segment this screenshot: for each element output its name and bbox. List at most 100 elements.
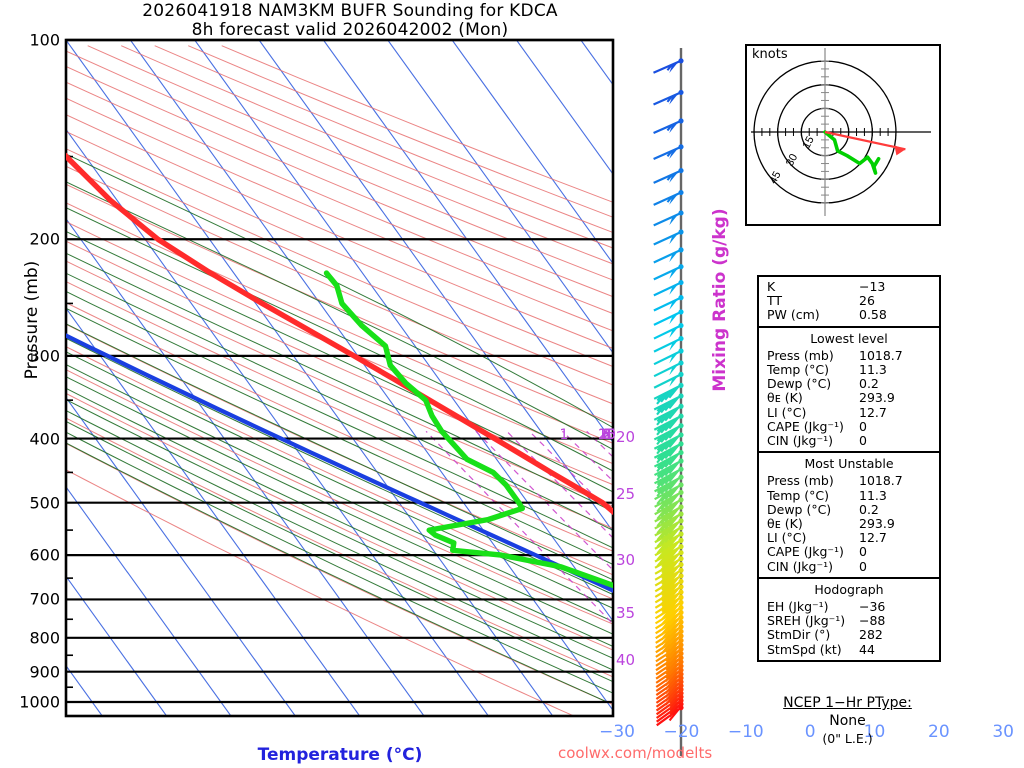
mixing-ratio-top-label: 15 [598,427,616,443]
temperature-tick-label: −30 [599,722,636,742]
isotherm-line [516,40,613,176]
dry-adiabat-line [66,131,613,368]
pressure-tick-label: 800 [29,628,60,648]
wind-barb [654,544,684,567]
skewt-background-grid [66,40,613,716]
temperature-tick-label: −10 [727,722,764,742]
mixing-ratio-top-label: 1 [559,427,569,443]
index-key: Temp (°C) [767,362,830,378]
index-key: Press (mb) [767,473,834,489]
wind-barb [656,701,684,723]
index-key: PW (cm) [767,307,820,323]
moist-adiabat-line [66,410,613,671]
index-key: Dewp (°C) [767,376,832,392]
wind-barb [653,360,684,378]
isotherm-line [322,40,613,444]
pressure-tick-label: 100 [29,30,60,50]
temperature-tick-label: −20 [663,722,700,742]
index-key: CAPE (Jkg⁻¹) [767,418,844,434]
index-key: SREH (Jkg⁻¹) [767,613,846,629]
pressure-tick-label: 500 [29,493,60,513]
wind-barb [653,458,684,481]
mixing-ratio-right-label: 25 [616,485,636,503]
storm-motion-arrow [824,130,906,151]
pressure-tick-label: 1000 [19,692,60,712]
index-value: −88 [859,613,886,629]
pressure-tick-label: 200 [29,229,60,249]
indices-section-top: K −13 TT 26 PW (cm) 0.58 [759,277,939,326]
dewpoint-trace [323,270,613,589]
index-key: CIN (Jkg⁻¹) [767,558,833,574]
moist-adiabat-line [66,363,613,623]
dry-adiabat-line [66,302,613,552]
dry-adiabat-line [66,323,613,576]
dry-adiabat-line [66,469,575,716]
isotherm-line [387,40,613,354]
index-row: PW (cm) 0.58 [759,308,939,322]
attribution-text[interactable]: coolwx.com/modelts [558,744,713,762]
index-row: CAPE (Jkg⁻¹) 0 [759,418,939,434]
wind-barb [654,497,684,520]
index-row: Press (mb) 1018.7 [759,348,939,363]
index-row: CAPE (Jkg⁻¹) 0 [759,545,939,559]
pressure-tick-label: 300 [29,346,60,366]
index-value: 11.3 [859,487,887,503]
wind-barb [653,264,684,281]
index-value: −13 [859,279,886,294]
index-row: SREH (Jkg⁻¹) −88 [759,614,939,628]
wind-barb [654,531,684,554]
moist-adiabat-line [66,323,613,581]
isotherm-line [451,40,613,265]
pressure-tick-label: 900 [29,662,60,682]
indices-section-most-unstable: Most Unstable Press (mb) 1018.7 Temp (°C) 1… [759,451,939,577]
moist-adiabat-line [66,399,613,659]
index-key: θᴇ (K) [767,390,803,406]
index-row: Press (mb) 1018.7 [759,474,939,488]
index-value: 282 [859,627,883,643]
wind-barb [654,524,684,548]
temperature-tick-label: 0 [804,722,816,742]
isotherm-line [66,40,554,716]
wind-barb [653,413,684,436]
index-key: LI (°C) [767,530,807,546]
moist-adiabat-line [66,290,613,549]
hodograph-ring-label: 45 [767,169,783,185]
hodograph-panel: 15 30 45 [745,44,941,226]
wind-barb [654,504,684,527]
hodograph-ring-label: 15 [800,134,816,150]
wind-barb [653,118,684,135]
dry-adiabat-line [66,165,613,405]
moist-adiabat-line [66,307,613,565]
isotherm-line [66,217,425,716]
y-axis-title: Pressure (mb) [22,260,42,380]
index-value: 12.7 [859,404,887,420]
plot-border [64,38,615,718]
wind-barb [653,247,684,264]
moist-adiabat-line [66,230,613,493]
index-row: θᴇ (K) 293.9 [759,516,939,531]
wind-barb [653,382,684,405]
isotherm-line [194,40,613,622]
index-key: Dewp (°C) [767,501,832,517]
wind-barb [653,58,684,74]
dry-adiabat-line [66,97,613,332]
isotherm-line [66,396,296,716]
moist-adiabat-line [66,442,608,703]
isotherm-line [66,575,168,716]
x-axis-title: Temperature (°C) [257,745,423,765]
index-key: CAPE (Jkg⁻¹) [767,544,844,560]
index-value: 12.7 [859,530,887,546]
mixing-ratio-axis-title: Mixing Ratio (g/kg) [710,208,730,392]
isotherm-line [66,128,489,716]
dry-adiabat-line [66,442,613,706]
index-row: θᴇ (K) 293.9 [759,391,939,405]
index-row: Dewp (°C) 0.2 [759,377,939,391]
temperature-tick-label: 10 [863,722,886,742]
wind-barb [653,89,684,106]
mixing-ratio-right-label: 40 [616,651,636,669]
pressure-tick-label: 400 [29,429,60,449]
wind-barb [653,295,684,312]
wind-barb [653,393,684,416]
